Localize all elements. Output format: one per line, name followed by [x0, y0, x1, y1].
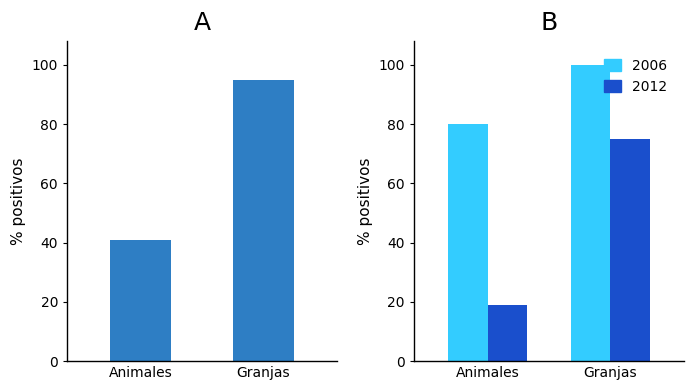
Title: B: B: [540, 11, 557, 35]
Bar: [571, 65, 610, 361]
Bar: [448, 124, 487, 361]
Y-axis label: % positivos: % positivos: [358, 157, 373, 245]
Bar: [487, 305, 527, 361]
Legend: 2006, 2012: 2006, 2012: [600, 55, 671, 98]
Bar: [610, 139, 650, 361]
Bar: [110, 240, 172, 361]
Bar: [233, 80, 294, 361]
Title: A: A: [193, 11, 211, 35]
Y-axis label: % positivos: % positivos: [11, 157, 26, 245]
